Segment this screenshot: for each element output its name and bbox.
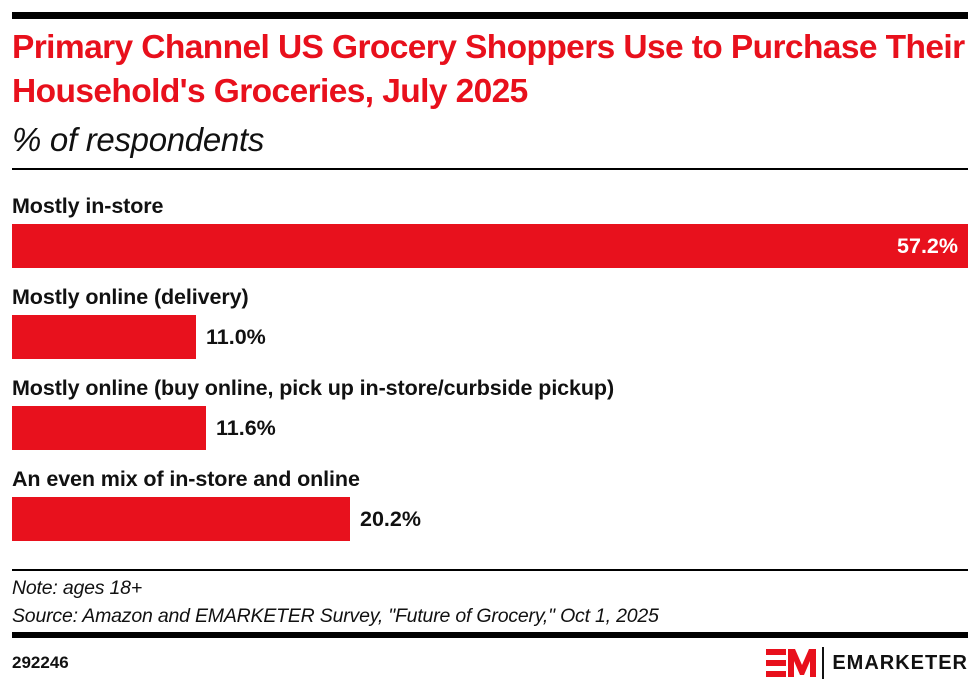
- category-label: Mostly online (delivery): [12, 285, 249, 309]
- header-divider: [12, 168, 968, 170]
- bottom-rule: [12, 632, 968, 638]
- logo-divider: [822, 647, 825, 679]
- bar: [12, 406, 206, 450]
- value-label: 57.2%: [897, 234, 958, 258]
- value-label: 11.6%: [216, 416, 276, 440]
- top-rule: [12, 12, 968, 19]
- value-label: 11.0%: [206, 325, 266, 349]
- category-label: Mostly online (buy online, pick up in-st…: [12, 376, 615, 400]
- bar: [12, 224, 968, 268]
- footer-divider: [12, 569, 968, 571]
- em-logo-icon: [766, 649, 817, 677]
- chart-subtitle: % of respondents: [12, 121, 265, 158]
- chart-note: Note: ages 18+: [12, 577, 143, 599]
- chart-source: Source: Amazon and EMARKETER Survey, "Fu…: [12, 605, 659, 627]
- emarketer-logo: EMARKETER: [766, 645, 968, 681]
- value-label: 20.2%: [360, 507, 421, 531]
- bar: [12, 497, 350, 541]
- chart-title: Primary Channel US Grocery Shoppers Use …: [12, 29, 965, 110]
- chart-id: 292246: [12, 653, 69, 672]
- bar: [12, 315, 196, 359]
- brand-name: EMARKETER: [832, 651, 968, 674]
- category-label: Mostly in-store: [12, 194, 164, 218]
- category-label: An even mix of in-store and online: [12, 467, 360, 491]
